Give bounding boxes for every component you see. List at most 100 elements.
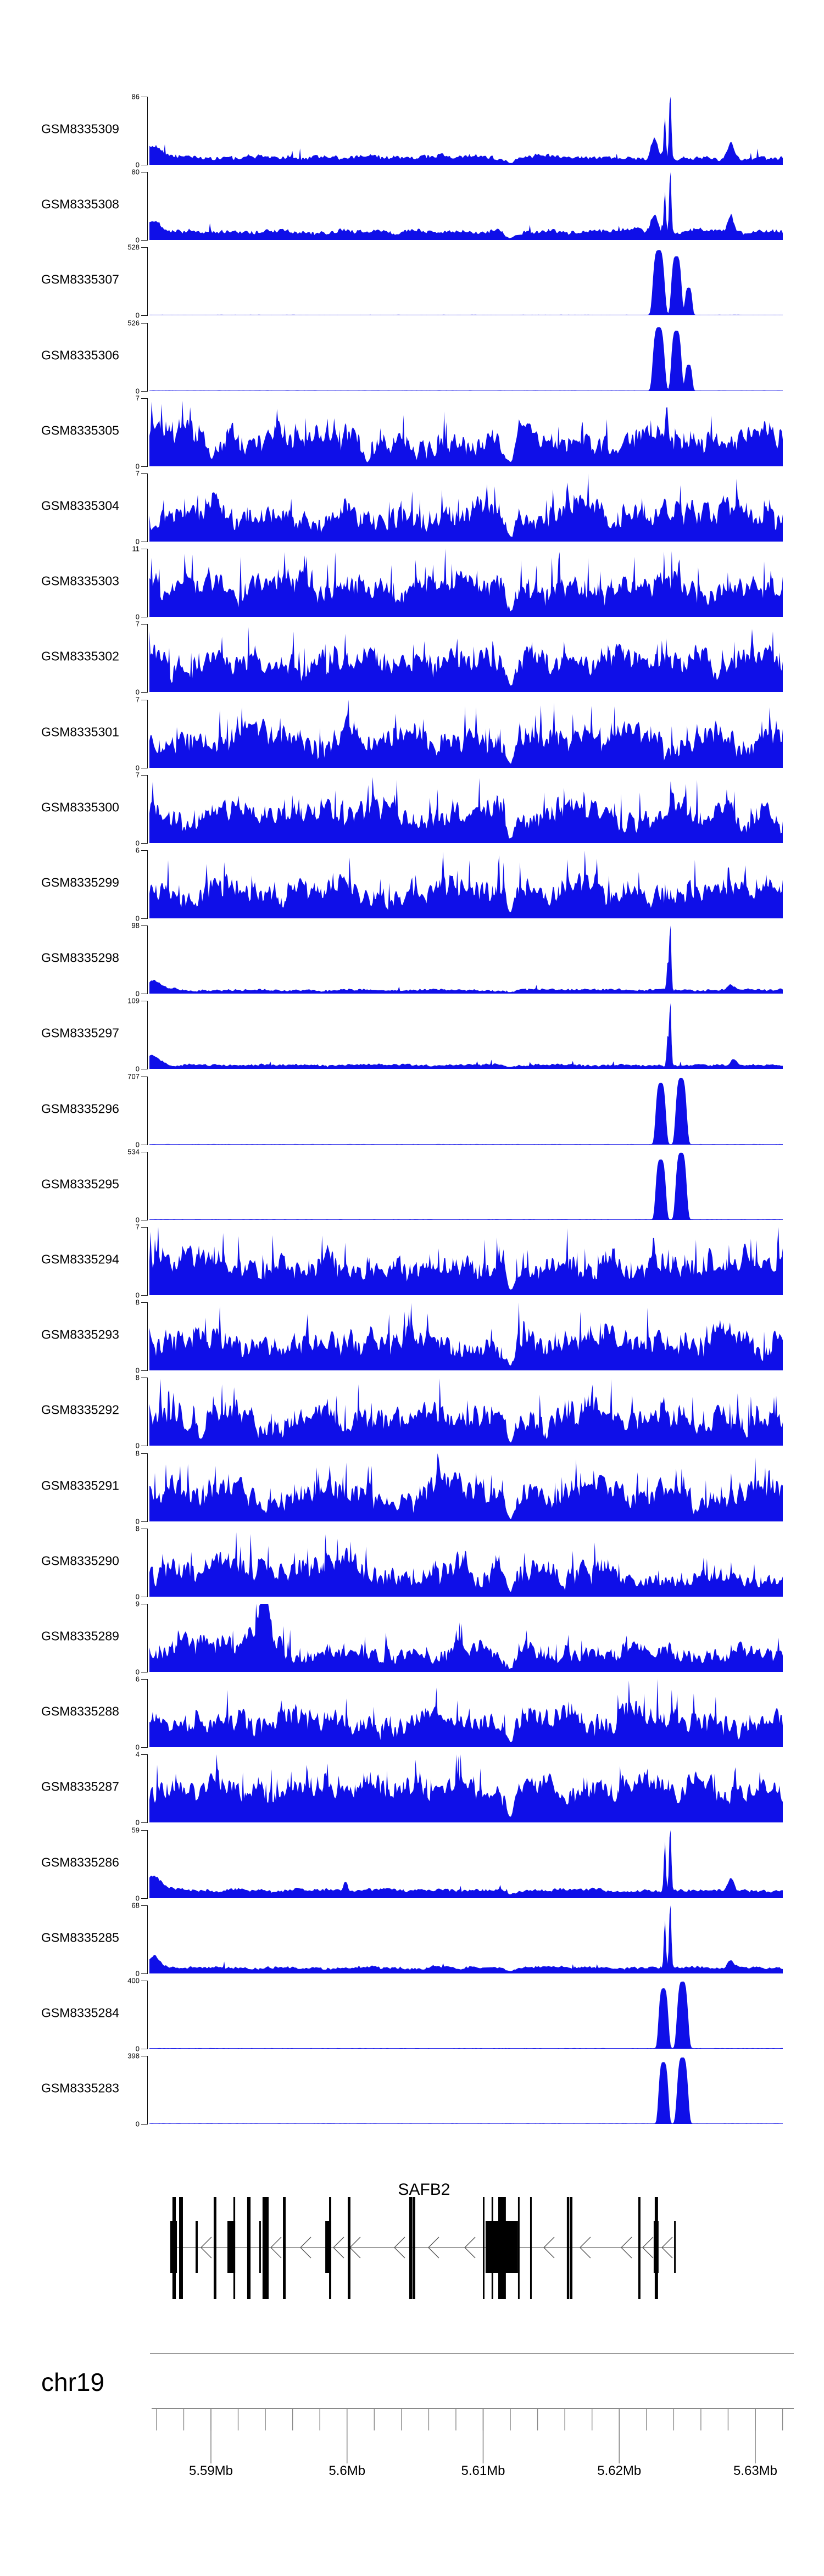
coverage-area <box>149 1981 783 2049</box>
y-axis-top-tick <box>141 774 148 776</box>
y-axis-max-label: 398 <box>127 2051 140 2060</box>
y-axis-top-tick <box>141 624 148 625</box>
minus-strand-arrow-icon <box>642 2237 654 2259</box>
coverage-area <box>149 250 783 316</box>
y-axis-zero-label: 0 <box>135 311 140 320</box>
y-axis-line <box>147 97 148 165</box>
y-axis-max-label: 8 <box>135 1373 140 1382</box>
exon-box <box>498 2197 506 2299</box>
exon-box <box>483 2197 485 2299</box>
exon-box <box>259 2221 261 2273</box>
minus-strand-arrow-icon <box>200 2237 212 2259</box>
coverage-signal <box>149 925 783 994</box>
y-axis-zero-label: 0 <box>135 989 140 998</box>
coverage-area <box>149 777 783 843</box>
coverage-track: GSM8335298 98 0 <box>0 921 824 1001</box>
track-label: GSM8335302 <box>41 649 119 663</box>
y-axis-zero-label: 0 <box>135 537 140 546</box>
y-axis-zero-tick <box>141 1295 148 1296</box>
coverage-track: GSM8335287 4 0 <box>0 1750 824 1830</box>
track-label: GSM8335285 <box>41 1930 119 1945</box>
coverage-track: GSM8335303 11 0 <box>0 545 824 624</box>
coverage-area <box>149 1532 783 1597</box>
y-axis-line <box>147 850 148 918</box>
coverage-area <box>149 327 783 391</box>
exon-box <box>180 2197 183 2299</box>
y-axis-top-tick <box>141 1754 148 1755</box>
exon-box <box>654 2197 658 2299</box>
coverage-area <box>149 1604 783 1672</box>
y-axis-line <box>147 774 148 843</box>
track-label: GSM8335296 <box>41 1101 119 1116</box>
minus-strand-arrow-icon <box>661 2237 673 2259</box>
separator-line <box>150 2353 794 2354</box>
y-axis-line <box>147 247 148 316</box>
y-axis-max-label: 98 <box>131 921 140 930</box>
track-label: GSM8335307 <box>41 272 119 287</box>
coverage-signal <box>149 1679 783 1748</box>
y-axis-max-label: 8 <box>135 1524 140 1533</box>
track-label: GSM8335301 <box>41 724 119 739</box>
y-axis-max-label: 68 <box>131 1901 140 1910</box>
y-axis-line <box>147 1528 148 1597</box>
coverage-area <box>149 699 783 768</box>
track-label: GSM8335288 <box>41 1704 119 1719</box>
coverage-area <box>149 473 783 542</box>
y-axis-zero-tick <box>141 466 148 467</box>
coverage-signal <box>149 1905 783 1973</box>
track-label: GSM8335298 <box>41 950 119 965</box>
exon-box <box>329 2197 332 2299</box>
track-label: GSM8335306 <box>41 348 119 363</box>
y-axis-zero-label: 0 <box>135 1064 140 1073</box>
track-label: GSM8335287 <box>41 1779 119 1794</box>
track-label: GSM8335304 <box>41 498 119 513</box>
y-axis-max-label: 8 <box>135 1298 140 1307</box>
coverage-track: GSM8335289 9 0 <box>0 1600 824 1679</box>
y-axis-top-tick <box>141 1453 148 1454</box>
exon-box <box>233 2197 236 2299</box>
coverage-track: GSM8335293 8 0 <box>0 1298 824 1378</box>
y-axis-line <box>147 1151 148 1220</box>
y-axis-top-tick <box>141 247 148 248</box>
track-label: GSM8335290 <box>41 1553 119 1568</box>
coverage-track: GSM8335291 8 0 <box>0 1449 824 1529</box>
coverage-area <box>149 850 783 918</box>
coverage-track: GSM8335292 8 0 <box>0 1374 824 1453</box>
track-label: GSM8335289 <box>41 1629 119 1643</box>
y-axis-max-label: 526 <box>127 319 140 327</box>
y-axis-zero-tick <box>141 2124 148 2125</box>
coverage-signal <box>149 97 783 165</box>
y-axis-line <box>147 1302 148 1371</box>
track-label: GSM8335308 <box>41 197 119 211</box>
exon-box <box>570 2197 573 2299</box>
y-axis-max-label: 7 <box>135 1223 140 1231</box>
y-axis-zero-label: 0 <box>135 1215 140 1224</box>
y-axis-line <box>147 1378 148 1446</box>
y-axis-max-label: 7 <box>135 695 140 704</box>
y-axis-zero-label: 0 <box>135 1441 140 1450</box>
y-axis-line <box>147 2056 148 2125</box>
coverage-area <box>149 925 783 994</box>
y-axis-zero-label: 0 <box>135 2044 140 2053</box>
exon-box <box>491 2197 493 2299</box>
y-axis-line <box>147 549 148 617</box>
minus-strand-arrow-icon <box>543 2237 555 2259</box>
minus-strand-arrow-icon <box>427 2237 439 2259</box>
coverage-track: GSM8335300 7 0 <box>0 771 824 850</box>
y-axis-top-tick <box>141 322 148 324</box>
coverage-signal <box>149 400 783 466</box>
track-label: GSM8335305 <box>41 423 119 438</box>
y-axis-max-label: 707 <box>127 1072 140 1081</box>
y-axis-top-tick <box>141 1830 148 1831</box>
coverage-track: GSM8335299 6 0 <box>0 846 824 925</box>
y-axis-top-tick <box>141 1302 148 1303</box>
exon-box <box>283 2197 286 2299</box>
coverage-area <box>149 97 783 165</box>
exon-box <box>179 2197 181 2299</box>
exon-box <box>196 2221 198 2273</box>
y-axis-zero-label: 0 <box>135 1668 140 1676</box>
coverage-signal <box>149 699 783 768</box>
axis-tick-label: 5.6Mb <box>329 2463 365 2478</box>
coverage-signal <box>149 1604 783 1672</box>
